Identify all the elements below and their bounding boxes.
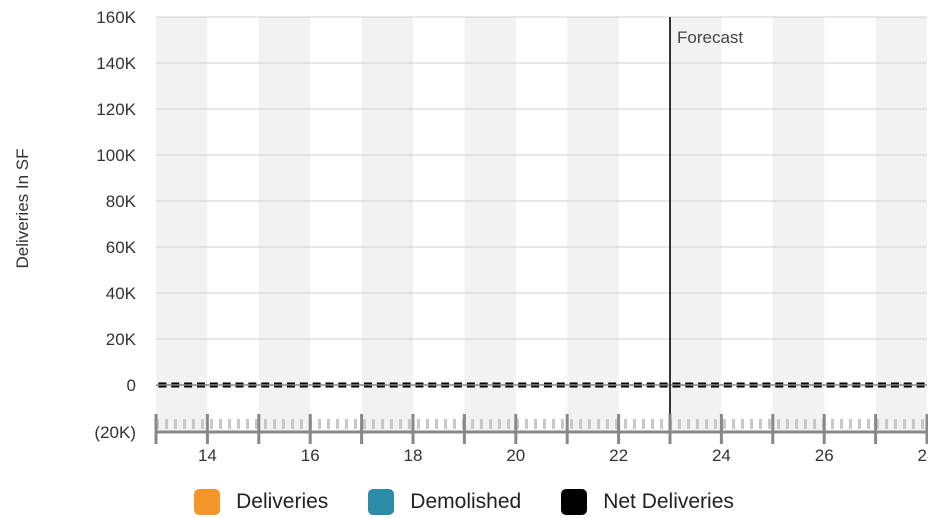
x-axis bbox=[154, 384, 928, 444]
y-tick-label: 140K bbox=[96, 54, 136, 73]
legend-label-net-deliveries: Net Deliveries bbox=[603, 490, 734, 513]
y-tick-label: 40K bbox=[106, 284, 137, 303]
legend-item-net-deliveries[interactable]: Net Deliveries bbox=[561, 489, 734, 515]
year-band bbox=[875, 17, 927, 432]
legend-item-demolished[interactable]: Demolished bbox=[368, 489, 521, 515]
demolished-swatch bbox=[368, 489, 395, 515]
y-tick-label: 60K bbox=[106, 238, 137, 257]
x-tick-label: 26 bbox=[815, 446, 834, 465]
year-band bbox=[258, 17, 311, 432]
year-band bbox=[156, 17, 208, 432]
gridlines bbox=[156, 16, 927, 340]
x-tick-label: 24 bbox=[712, 446, 731, 465]
year-band bbox=[361, 17, 413, 432]
x-tick-label: 18 bbox=[404, 446, 423, 465]
legend-item-deliveries[interactable]: Deliveries bbox=[194, 489, 328, 515]
year-bands bbox=[156, 17, 927, 432]
x-tick-labels: 14 16 18 20 22 24 26 28 bbox=[198, 446, 928, 465]
year-band bbox=[567, 17, 619, 432]
y-tick-label: 120K bbox=[96, 100, 136, 119]
net-deliveries-swatch bbox=[561, 489, 588, 515]
legend-label-demolished: Demolished bbox=[410, 490, 522, 513]
x-tick-label: 28 bbox=[918, 446, 928, 465]
y-tick-label: 160K bbox=[96, 8, 136, 27]
x-tick-label: 22 bbox=[609, 446, 628, 465]
year-band bbox=[772, 17, 825, 432]
y-tick-label: 20K bbox=[106, 330, 137, 349]
deliveries-swatch bbox=[194, 489, 221, 515]
legend-label-deliveries: Deliveries bbox=[236, 490, 329, 513]
y-tick-label: (20K) bbox=[94, 423, 136, 442]
y-tick-label: 0 bbox=[127, 376, 136, 395]
y-tick-label: 80K bbox=[106, 192, 137, 211]
x-tick-label: 20 bbox=[506, 446, 525, 465]
year-band bbox=[670, 17, 722, 432]
x-tick-label: 16 bbox=[301, 446, 320, 465]
year-band bbox=[464, 17, 516, 432]
legend: Deliveries Demolished Net Deliveries bbox=[0, 486, 928, 518]
x-tick-label: 14 bbox=[198, 446, 217, 465]
y-axis-label: Deliveries In SF bbox=[13, 149, 32, 269]
forecast-label: Forecast bbox=[677, 28, 743, 47]
y-tick-labels: (20K) 0 20K 40K 60K 80K 100K 120K 140K 160K bbox=[94, 8, 136, 442]
y-tick-label: 100K bbox=[96, 146, 136, 165]
